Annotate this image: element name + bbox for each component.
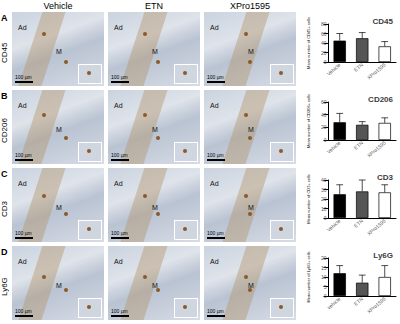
html-text:CD206: CD206: [0, 118, 9, 144]
html-text:C: C: [1, 169, 8, 179]
html-text:100 µm: 100 µm: [111, 152, 128, 158]
html-text:100 µm: 100 µm: [111, 230, 128, 236]
svg-text:Mean number of CD45+ cells: Mean number of CD45+ cells: [306, 17, 311, 69]
svg-text:Mean number of CD206+ cells: Mean number of CD206+ cells: [306, 94, 311, 148]
html-text:XPro1595: XPro1595: [230, 1, 270, 11]
html-text:Ad: Ad: [210, 24, 219, 31]
html-text:Vehicle: Vehicle: [43, 1, 73, 11]
html-text:100 µm: 100 µm: [15, 230, 32, 236]
svg-text:5: 5: [324, 284, 327, 290]
html-text:CD45: CD45: [0, 42, 9, 64]
svg-text:60: 60: [321, 31, 327, 37]
html-text:Ad: Ad: [114, 24, 123, 31]
svg-text:0: 0: [324, 137, 327, 143]
svg-text:10: 10: [321, 206, 327, 212]
svg-text:15: 15: [321, 265, 327, 271]
html-text:Ly6G: Ly6G: [0, 277, 9, 297]
svg-text:0: 0: [324, 293, 327, 299]
svg-text:40: 40: [321, 112, 327, 118]
svg-text:20: 20: [321, 196, 327, 202]
svg-text:Mean number of Ly6G+ cells: Mean number of Ly6G+ cells: [306, 251, 311, 302]
svg-text:0: 0: [324, 59, 327, 65]
html-text:100 µm: 100 µm: [111, 308, 128, 314]
html-text:M: M: [56, 48, 62, 55]
html-text:100 µm: 100 µm: [207, 308, 224, 314]
html-text:CD3: CD3: [0, 201, 9, 217]
html-text:M: M: [248, 48, 254, 55]
html-text:Ad: Ad: [114, 180, 123, 187]
svg-text:30: 30: [321, 187, 327, 193]
html-text:100 µm: 100 µm: [207, 152, 224, 158]
html-text:Ad: Ad: [18, 180, 27, 187]
html-text:M: M: [152, 282, 158, 289]
svg-text:CD45: CD45: [373, 17, 394, 26]
svg-text:Mean number of CD3+ cells: Mean number of CD3+ cells: [306, 174, 311, 224]
html-text:Ad: Ad: [18, 102, 27, 109]
html-text:Ad: Ad: [18, 258, 27, 265]
svg-text:40: 40: [321, 177, 327, 183]
html-text:100 µm: 100 µm: [207, 230, 224, 236]
html-text:M: M: [248, 204, 254, 211]
html-text:Ad: Ad: [210, 258, 219, 265]
svg-text:60: 60: [321, 99, 327, 105]
html-text:M: M: [248, 126, 254, 133]
svg-text:ETN: ETN: [353, 139, 365, 150]
html-text:Ad: Ad: [114, 102, 123, 109]
html-text:M: M: [56, 282, 62, 289]
svg-text:20: 20: [321, 124, 327, 130]
html-text:ETN: ETN: [145, 1, 163, 11]
svg-text:XPro1595: XPro1595: [366, 296, 387, 315]
html-text:M: M: [152, 48, 158, 55]
html-text:100 µm: 100 µm: [15, 308, 32, 314]
html-text:100 µm: 100 µm: [207, 74, 224, 80]
svg-text:80: 80: [321, 21, 327, 27]
html-text:M: M: [248, 282, 254, 289]
svg-text:Vehicle: Vehicle: [325, 140, 341, 155]
svg-text:Vehicle: Vehicle: [325, 218, 341, 233]
svg-text:CD206: CD206: [368, 95, 393, 104]
html-text:M: M: [56, 126, 62, 133]
html-text:Ad: Ad: [114, 258, 123, 265]
html-text:M: M: [56, 204, 62, 211]
html-text:100 µm: 100 µm: [15, 152, 32, 158]
svg-text:ETN: ETN: [353, 217, 365, 228]
svg-text:20: 20: [321, 255, 327, 261]
html-text:100 µm: 100 µm: [15, 74, 32, 80]
html-text:B: B: [1, 91, 8, 101]
html-text:A: A: [1, 13, 8, 23]
html-text:100 µm: 100 µm: [111, 74, 128, 80]
svg-text:Vehicle: Vehicle: [325, 62, 341, 77]
html-text:Ad: Ad: [18, 24, 27, 31]
svg-text:CD3: CD3: [377, 173, 394, 182]
svg-text:vehicle: vehicle: [326, 296, 342, 311]
html-text:Ad: Ad: [210, 102, 219, 109]
html-text:M: M: [152, 126, 158, 133]
svg-text:40: 40: [321, 40, 327, 46]
html-text:Ad: Ad: [210, 180, 219, 187]
svg-text:XPro1595: XPro1595: [366, 218, 387, 237]
svg-text:10: 10: [321, 274, 327, 280]
html-text:M: M: [152, 204, 158, 211]
html-text:D: D: [1, 247, 8, 257]
svg-text:ETN: ETN: [353, 61, 365, 72]
svg-text:XPro1595: XPro1595: [366, 140, 387, 159]
svg-text:0: 0: [324, 215, 327, 221]
svg-text:ETN: ETN: [353, 295, 365, 306]
svg-text:XPro1595: XPro1595: [366, 62, 387, 81]
svg-text:20: 20: [321, 50, 327, 56]
svg-text:Ly6G: Ly6G: [373, 251, 393, 260]
